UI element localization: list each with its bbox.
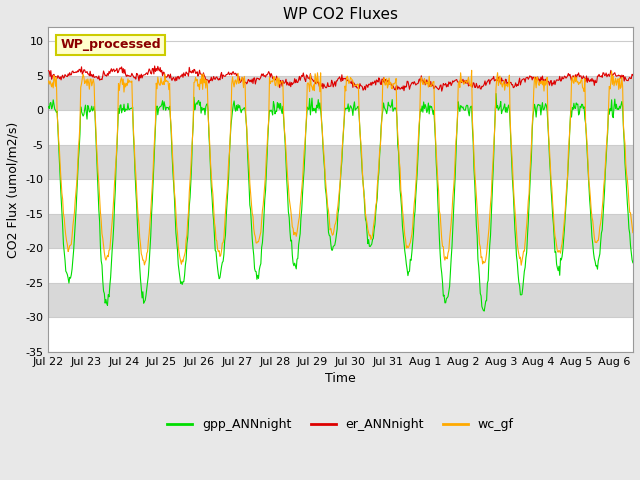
wc_gf: [316, 89, 324, 95]
er_ANNnight: [465, 82, 473, 88]
Bar: [49, 317, 633, 352]
Y-axis label: CO2 Flux (umol/m2/s): CO2 Flux (umol/m2/s): [7, 121, 20, 258]
wc_gf: [517, 263, 525, 268]
wc_gf: [479, 261, 486, 267]
Line: gpp_ANNnight: gpp_ANNnight: [49, 94, 633, 311]
gpp_ANNnight: [464, 103, 472, 108]
wc_gf: [127, 79, 134, 85]
er_ANNnight: [295, 77, 303, 83]
Bar: [49, 179, 633, 214]
Bar: [49, 248, 633, 283]
Line: er_ANNnight: er_ANNnight: [49, 66, 633, 91]
gpp_ANNnight: [294, 256, 301, 262]
wc_gf: [45, 78, 52, 84]
Bar: [49, 214, 633, 248]
Text: WP_processed: WP_processed: [60, 38, 161, 51]
Bar: [49, 144, 633, 179]
Bar: [49, 110, 633, 144]
er_ANNnight: [479, 83, 487, 88]
wc_gf: [464, 78, 472, 84]
er_ANNnight: [317, 84, 324, 89]
gpp_ANNnight: [127, 106, 134, 111]
Bar: [49, 41, 633, 76]
gpp_ANNnight: [47, 100, 54, 106]
er_ANNnight: [127, 73, 134, 79]
Title: WP CO2 Fluxes: WP CO2 Fluxes: [283, 7, 398, 22]
gpp_ANNnight: [316, 100, 324, 106]
Legend: gpp_ANNnight, er_ANNnight, wc_gf: gpp_ANNnight, er_ANNnight, wc_gf: [163, 413, 519, 436]
gpp_ANNnight: [481, 308, 488, 314]
er_ANNnight: [45, 68, 52, 73]
gpp_ANNnight: [492, 91, 500, 96]
wc_gf: [468, 67, 476, 73]
gpp_ANNnight: [629, 260, 637, 265]
X-axis label: Time: Time: [325, 372, 356, 385]
gpp_ANNnight: [45, 104, 52, 109]
wc_gf: [294, 224, 301, 229]
Bar: [49, 283, 633, 317]
er_ANNnight: [47, 68, 54, 73]
wc_gf: [47, 81, 54, 87]
Bar: [49, 76, 633, 110]
er_ANNnight: [629, 72, 637, 78]
er_ANNnight: [438, 88, 445, 94]
wc_gf: [629, 230, 637, 236]
er_ANNnight: [151, 63, 159, 69]
gpp_ANNnight: [478, 303, 486, 309]
Line: wc_gf: wc_gf: [49, 70, 633, 265]
